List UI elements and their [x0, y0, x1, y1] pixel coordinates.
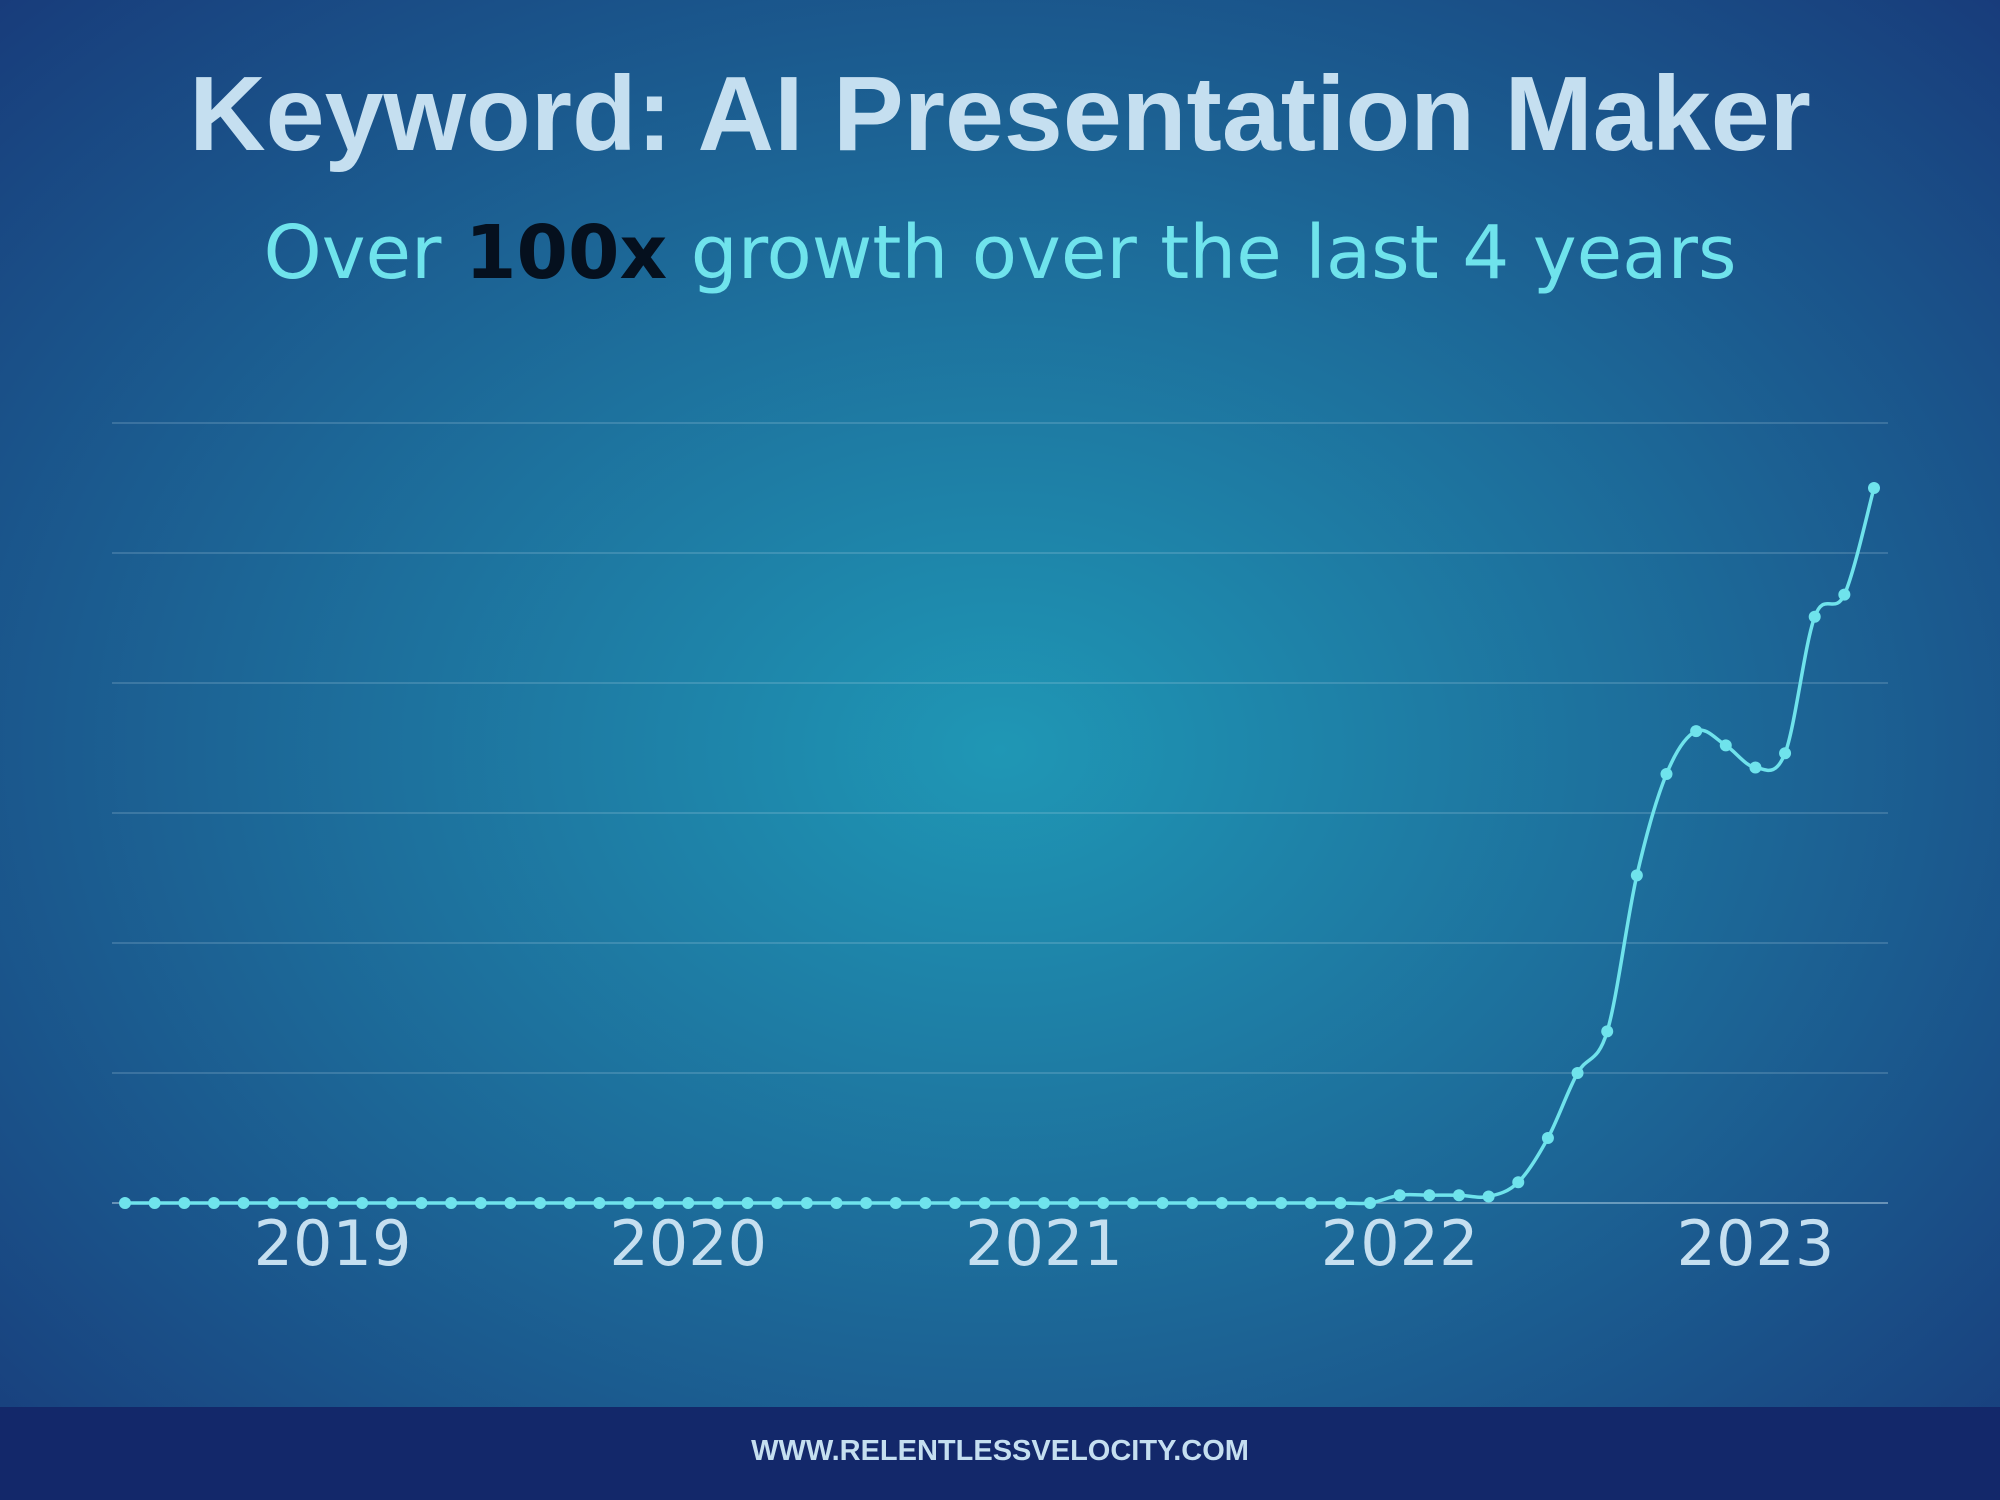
point: [1779, 747, 1792, 760]
point: [1452, 1189, 1465, 1202]
footer-band: [0, 1407, 2000, 1500]
point: [148, 1197, 161, 1209]
point: [711, 1197, 724, 1209]
point: [1601, 1025, 1614, 1038]
point: [207, 1197, 220, 1209]
point: [1215, 1197, 1228, 1209]
point: [741, 1197, 754, 1209]
point: [949, 1197, 962, 1209]
point: [1838, 588, 1851, 601]
x-tick-label: 2023: [1677, 1207, 1835, 1280]
subtitle-end: growth over the last 4 years: [691, 210, 1737, 296]
point: [860, 1197, 873, 1209]
point: [267, 1197, 280, 1209]
point: [1512, 1176, 1525, 1189]
point: [445, 1197, 458, 1209]
point: [1749, 761, 1762, 774]
chart-title: Keyword: AI Presentation Maker: [189, 55, 1811, 173]
point: [1008, 1197, 1021, 1209]
point: [1482, 1190, 1495, 1203]
point: [326, 1197, 339, 1209]
point: [178, 1197, 191, 1209]
point: [356, 1197, 369, 1209]
point: [296, 1197, 309, 1209]
point: [1808, 610, 1821, 623]
point: [771, 1197, 784, 1209]
point: [1868, 482, 1880, 494]
x-tick-label: 2022: [1321, 1207, 1479, 1280]
subtitle-start: Over: [263, 210, 442, 296]
x-tick-label: 2021: [965, 1207, 1123, 1280]
point: [1630, 869, 1643, 882]
point: [385, 1197, 398, 1209]
point: [1719, 739, 1732, 752]
point: [889, 1197, 902, 1209]
point: [1037, 1197, 1050, 1209]
x-tick-label: 2019: [254, 1207, 412, 1280]
point: [593, 1197, 606, 1209]
point: [563, 1197, 576, 1209]
point: [800, 1197, 813, 1209]
point: [1097, 1197, 1110, 1209]
point: [474, 1197, 487, 1209]
point: [1423, 1189, 1436, 1202]
footer-text: WWW.RELENTLESSVELOCITY.COM: [751, 1435, 1249, 1467]
point: [622, 1197, 635, 1209]
point: [1690, 725, 1703, 738]
point: [1334, 1197, 1347, 1209]
point: [830, 1197, 843, 1209]
point: [1067, 1197, 1080, 1209]
x-tick-label: 2020: [609, 1207, 767, 1280]
point: [119, 1197, 131, 1209]
point: [1541, 1132, 1554, 1144]
point: [978, 1197, 991, 1209]
point: [1156, 1197, 1169, 1209]
point: [534, 1197, 547, 1209]
subtitle: Over 100x growth over the last 4 years: [263, 210, 1736, 296]
point: [1275, 1197, 1288, 1209]
subtitle-emphasis: 100x: [465, 210, 667, 296]
line: [125, 487, 1876, 1206]
point: [682, 1197, 695, 1209]
point: [1304, 1197, 1317, 1209]
point: [1364, 1197, 1377, 1209]
point: [504, 1197, 517, 1209]
point: [1660, 768, 1673, 780]
point: [919, 1197, 932, 1209]
point: [1571, 1067, 1584, 1079]
point: [652, 1197, 665, 1209]
point: [1245, 1197, 1258, 1209]
point: [1393, 1189, 1406, 1202]
point: [237, 1197, 250, 1209]
point: [1186, 1197, 1199, 1209]
point: [415, 1197, 428, 1209]
point: [1126, 1197, 1139, 1209]
